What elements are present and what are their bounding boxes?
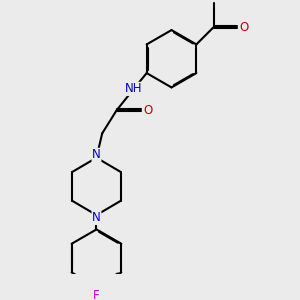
Text: O: O [143, 104, 153, 117]
Text: NH: NH [125, 82, 142, 95]
Text: N: N [92, 212, 101, 224]
Text: F: F [93, 289, 100, 300]
Text: N: N [92, 148, 101, 161]
Text: O: O [239, 21, 248, 34]
